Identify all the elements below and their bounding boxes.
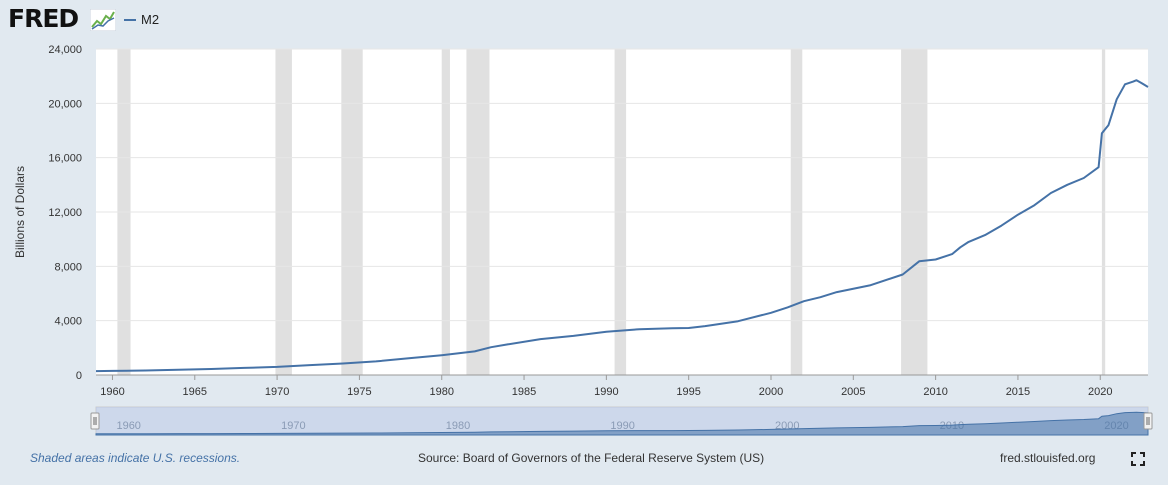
series-line-m2[interactable]: [95, 79, 1149, 373]
fred-line-graph-icon: [90, 9, 116, 31]
recession-note: Shaded areas indicate U.S. recessions.: [30, 451, 241, 465]
y-tick-label: 0: [76, 370, 82, 382]
x-tick-label: 1985: [512, 386, 536, 398]
source-note: Source: Board of Governors of the Federa…: [418, 451, 765, 465]
chart-header: FRED M2: [0, 0, 1168, 44]
x-tick-label: 2000: [759, 386, 783, 398]
navigator-label: 1970: [281, 420, 305, 432]
x-tick-label: 1995: [676, 386, 700, 398]
x-tick-label: 2020: [1088, 386, 1112, 398]
y-axis: 0 4,000 8,000 12,000 16,000 20,000 24,000: [48, 44, 1148, 382]
chart: 0 4,000 8,000 12,000 16,000 20,000 24,000 1960…: [13, 44, 1153, 436]
x-tick-label: 1975: [347, 386, 371, 398]
y-tick-label: 16,000: [48, 153, 82, 165]
y-tick-label: 24,000: [48, 44, 82, 56]
fullscreen-icon[interactable]: [1131, 452, 1145, 466]
x-tick-label: 2005: [841, 386, 865, 398]
navigator-area: [95, 411, 1149, 436]
navigator-handle-right[interactable]: [1143, 412, 1153, 430]
legend-label-m2[interactable]: M2: [141, 12, 160, 27]
x-tick-label: 1990: [594, 386, 618, 398]
navigator-label: 1960: [116, 420, 140, 432]
navigator-handle-left[interactable]: [90, 412, 100, 430]
x-tick-label: 2015: [1006, 386, 1030, 398]
y-tick-label: 4,000: [54, 316, 82, 328]
x-tick-label: 2010: [923, 386, 947, 398]
y-tick-label: 20,000: [48, 98, 82, 110]
y-tick-label: 12,000: [48, 207, 82, 219]
series-layer: [95, 79, 1149, 373]
range-navigator[interactable]: 1960197019801990200020102020: [90, 406, 1153, 436]
x-axis: 1960 1965 1970 1975 1980 1985 1990 1995 2000 2005…: [100, 375, 1112, 398]
fred-logo[interactable]: FRED: [8, 4, 79, 33]
legend: M2: [124, 12, 159, 27]
navigator-label: 1980: [446, 420, 470, 432]
x-tick-label: 1980: [429, 386, 453, 398]
y-axis-label: Billions of Dollars: [13, 166, 27, 258]
y-tick-label: 8,000: [54, 261, 82, 273]
x-tick-label: 1965: [183, 386, 207, 398]
legend-swatch-m2: [124, 18, 136, 21]
x-tick-label: 1960: [100, 386, 124, 398]
navigator-series: [95, 411, 1149, 436]
navigator-label: 1990: [610, 420, 634, 432]
fred-url-link[interactable]: fred.stlouisfed.org: [1000, 451, 1096, 465]
x-tick-label: 1970: [265, 386, 289, 398]
